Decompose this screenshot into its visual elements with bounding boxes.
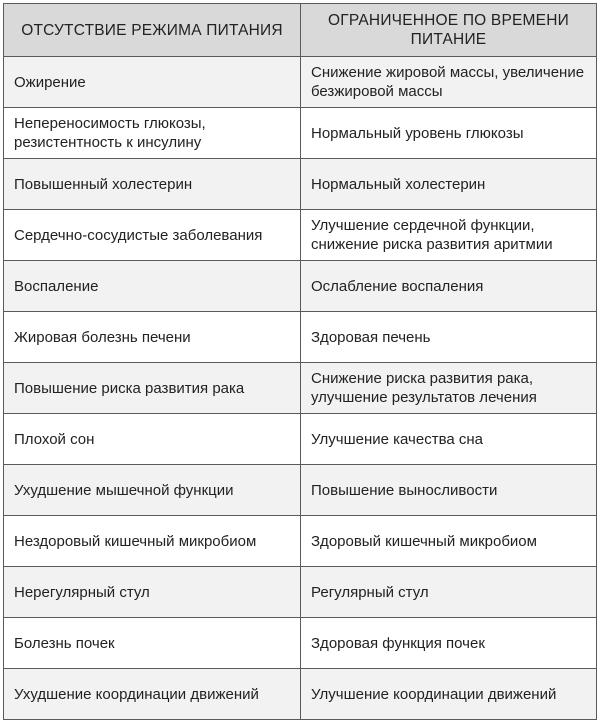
table-row: Повышение риска развития рака Снижение ри… xyxy=(3,362,597,414)
header-row: ОТСУТСТВИЕ РЕЖИМА ПИТАНИЯ ОГРАНИЧЕННОЕ П… xyxy=(3,3,597,57)
cell-benefit: Ослабление воспаления xyxy=(300,260,597,312)
table-row: Воспаление Ослабление воспаления xyxy=(3,260,597,312)
cell-problem: Повышенный холестерин xyxy=(3,158,301,210)
cell-problem: Воспаление xyxy=(3,260,301,312)
cell-benefit: Здоровая функция почек xyxy=(300,617,597,669)
cell-benefit: Нормальный холестерин xyxy=(300,158,597,210)
cell-benefit: Снижение риска развития рака, улучшение … xyxy=(300,362,597,414)
table-row: Непереносимость глюкозы, резистентность … xyxy=(3,107,597,159)
cell-problem: Сердечно-сосудистые заболевания xyxy=(3,209,301,261)
table-row: Повышенный холестерин Нормальный холестер… xyxy=(3,158,597,210)
cell-problem: Плохой сон xyxy=(3,413,301,465)
cell-benefit: Снижение жировой массы, увеличение безжи… xyxy=(300,56,597,108)
cell-benefit: Улучшение сердечной функции, снижение ри… xyxy=(300,209,597,261)
table-row: Ухудшение координации движений Улучшение … xyxy=(3,668,597,720)
cell-problem: Ожирение xyxy=(3,56,301,108)
comparison-table: ОТСУТСТВИЕ РЕЖИМА ПИТАНИЯ ОГРАНИЧЕННОЕ П… xyxy=(3,3,597,720)
cell-benefit: Здоровый кишечный микробиом xyxy=(300,515,597,567)
cell-problem: Жировая болезнь печени xyxy=(3,311,301,363)
cell-benefit: Улучшение качества сна xyxy=(300,413,597,465)
cell-benefit: Здоровая печень xyxy=(300,311,597,363)
table-row: Сердечно-сосудистые заболевания Улучшение… xyxy=(3,209,597,261)
cell-problem: Повышение риска развития рака xyxy=(3,362,301,414)
cell-problem: Ухудшение мышечной функции xyxy=(3,464,301,516)
cell-problem: Ухудшение координации движений xyxy=(3,668,301,720)
header-time-restricted: ОГРАНИЧЕННОЕ ПО ВРЕМЕНИ ПИТАНИЕ xyxy=(300,3,597,57)
table-row: Ухудшение мышечной функции Повышение выно… xyxy=(3,464,597,516)
cell-problem: Непереносимость глюкозы, резистентность … xyxy=(3,107,301,159)
cell-benefit: Нормальный уровень глюкозы xyxy=(300,107,597,159)
cell-problem: Нерегулярный стул xyxy=(3,566,301,618)
table-row: Плохой сон Улучшение качества сна xyxy=(3,413,597,465)
table-row: Нездоровый кишечный микробиом Здоровый ки… xyxy=(3,515,597,567)
cell-problem: Болезнь почек xyxy=(3,617,301,669)
cell-benefit: Улучшение координации движений xyxy=(300,668,597,720)
cell-benefit: Регулярный стул xyxy=(300,566,597,618)
header-no-regime: ОТСУТСТВИЕ РЕЖИМА ПИТАНИЯ xyxy=(3,3,301,57)
table-row: Нерегулярный стул Регулярный стул xyxy=(3,566,597,618)
cell-benefit: Повышение выносливости xyxy=(300,464,597,516)
cell-problem: Нездоровый кишечный микробиом xyxy=(3,515,301,567)
table-row: Ожирение Снижение жировой массы, увеличен… xyxy=(3,56,597,108)
table-body: Ожирение Снижение жировой массы, увеличен… xyxy=(3,56,597,720)
table-row: Болезнь почек Здоровая функция почек xyxy=(3,617,597,669)
table-row: Жировая болезнь печени Здоровая печень xyxy=(3,311,597,363)
